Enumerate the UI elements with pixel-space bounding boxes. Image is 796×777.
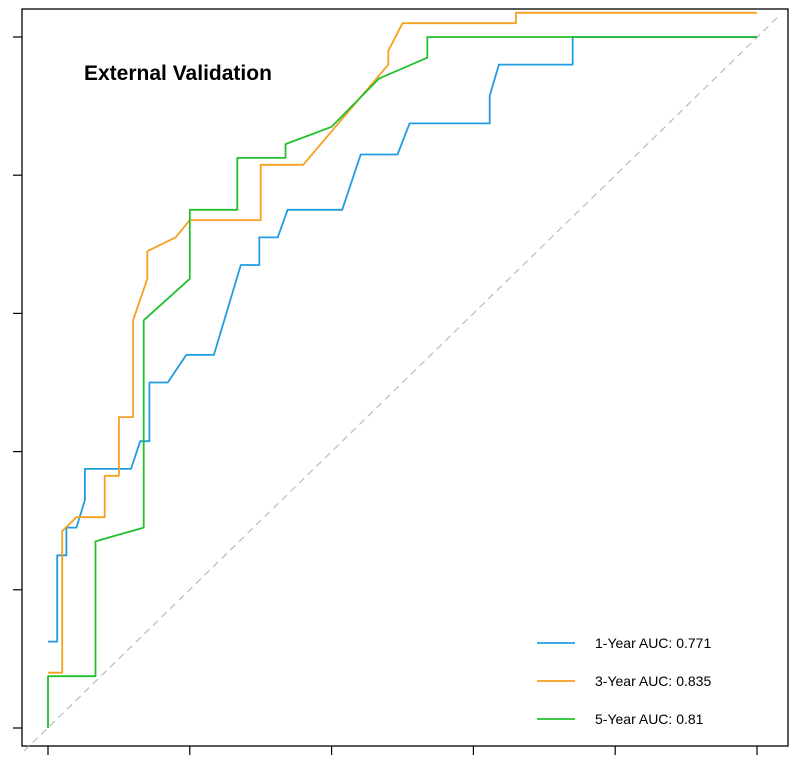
plot-frame	[21, 8, 789, 747]
axis-ticks	[13, 36, 758, 755]
chance-diagonal-line	[23, 13, 782, 752]
series-line-5-year	[47, 36, 757, 728]
legend-label-3-year: 3-Year AUC: 0.835	[595, 673, 711, 689]
legend-label-1-year: 1-Year AUC: 0.771	[595, 635, 711, 651]
series-line-1-year	[48, 36, 757, 643]
chart-title: External Validation	[84, 62, 272, 85]
legend: 1-Year AUC: 0.771 3-Year AUC: 0.835 5-Year…	[537, 635, 711, 727]
legend-label-5-year: 5-Year AUC: 0.81	[595, 711, 704, 727]
series-line-3-year	[48, 11, 757, 674]
series-lines	[47, 11, 757, 728]
